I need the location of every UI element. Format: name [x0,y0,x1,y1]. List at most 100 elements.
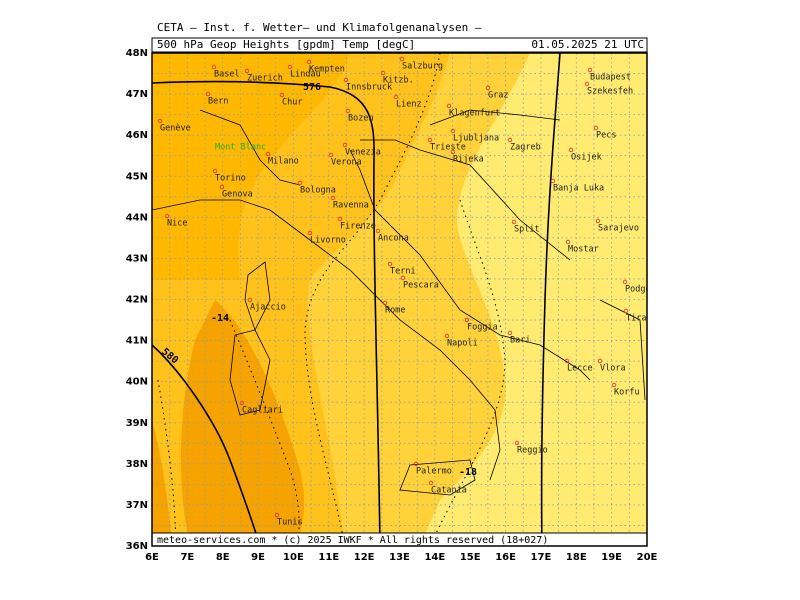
city-marker [427,137,433,143]
lon-label: 20E [637,552,658,563]
city-label: Ajaccio [250,303,286,313]
lat-label: 41N [126,336,148,347]
city-label: Vlora [600,364,626,374]
city-label: Sarajevo [598,224,639,234]
city-label: Zagreb [510,143,541,153]
lat-label: 36N [126,541,148,552]
city-marker [587,67,593,73]
city-label: Genova [222,190,253,200]
city-marker [345,108,351,114]
city-label: Graz [488,91,508,101]
city-marker [239,400,245,406]
city-label: Terni [390,267,416,277]
map-frame [151,52,648,547]
grid [152,53,647,546]
lon-label: 7E [180,552,194,563]
lat-label: 45N [126,171,148,182]
city-label: Nice [167,219,187,229]
city-label: Basel [214,70,240,80]
city-marker [428,480,434,486]
city-label: Genève [160,123,191,134]
city-label: Split [514,225,540,235]
city-marker [279,92,285,98]
city-marker [593,125,599,131]
city-marker [568,147,574,153]
city-label: Lecce [567,364,593,374]
contour-label: -14 [211,313,229,324]
lat-label: 44N [126,212,148,223]
city-label: Reggio [517,446,548,456]
lon-label: 16E [495,552,516,563]
city-marker [564,358,570,364]
city-marker [413,461,419,467]
city-label: Zuerich [247,74,283,84]
city-label: Milano [268,157,299,167]
city-marker [464,317,470,323]
title: CETA — Inst. f. Wetter— und Klimafolgena… [157,21,482,34]
lon-label: 6E [145,552,159,563]
city-marker [306,59,312,65]
lat-label: 47N [126,89,148,100]
city-label: Venezia [345,148,381,158]
city-label: Livorno [310,236,346,246]
city-label: Kempten [309,65,345,75]
city-marker [247,297,253,303]
lat-label: 37N [126,500,148,511]
city-marker [507,330,513,336]
city-label: Rome [385,306,405,316]
city-marker [450,149,456,155]
city-label: Salzburg [402,62,443,72]
city-label: Bari [510,336,530,346]
footer-box [152,532,647,546]
height-contours [152,53,561,546]
contour-label: 576 [303,82,321,93]
city-label: Pescara [403,281,439,291]
city-marker [622,279,628,285]
city-marker [375,228,381,234]
city-marker [584,81,590,87]
lat-label: 48N [126,48,148,59]
city-marker [212,168,218,174]
city-label: Banja Luka [553,184,604,194]
city-marker [164,213,170,219]
city-label: Ljubljana [453,134,499,144]
city-marker [565,239,571,245]
city-label: Szekesfeh [587,87,633,97]
city-marker [382,300,388,306]
city-marker [485,85,491,91]
city-label: Kitzb. [383,76,414,86]
city-marker [399,56,405,62]
city-label: Trieste [430,143,466,153]
city-marker [450,128,456,134]
city-marker [205,91,211,97]
city-marker [446,103,452,109]
city-marker [623,308,629,314]
city-marker [330,195,336,201]
city-label: Lienz [396,100,422,110]
city-label: Tunis [277,518,303,528]
axes: 48N 47N 46N 45N 44N 43N 42N 41N 40N 39N 38N 37N 36N6… [126,48,658,563]
city-marker [611,382,617,388]
lat-label: 40N [126,377,148,388]
city-label: Klagenfurt [449,109,500,119]
city-label: Mostar [568,245,599,255]
city-marker [400,275,406,281]
lon-label: 9E [251,552,265,563]
lat-label: 42N [126,295,148,306]
city-label: Cagliari [242,406,283,416]
city-marker [287,64,293,70]
field-zone [152,53,350,280]
valid-time: 01.05.2025 21 UTC [531,38,644,51]
lat-label: 38N [126,459,148,470]
lon-label: 14E [424,552,445,563]
city-label: Torino [215,174,246,184]
city-label: Bern [208,97,228,107]
city-label: Budapest [590,73,631,83]
city-label: Verona [331,158,362,168]
city-marker [511,219,517,225]
lon-label: 19E [601,552,622,563]
city-marker [380,70,386,76]
